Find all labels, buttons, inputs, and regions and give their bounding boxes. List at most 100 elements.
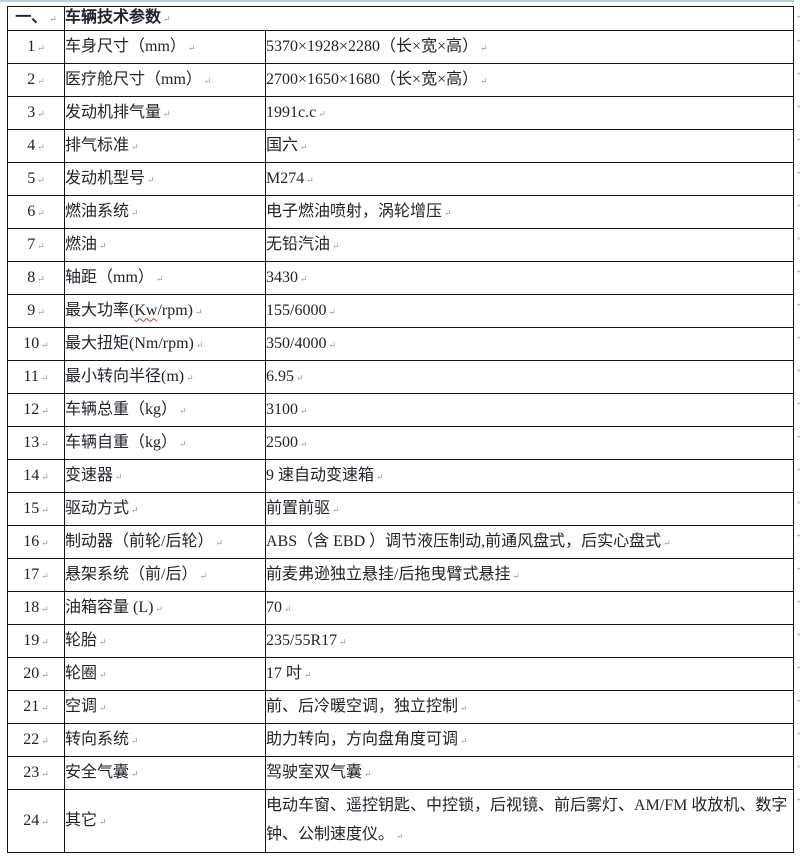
paragraph-mark: ↵ bbox=[179, 405, 187, 416]
param-value-cell: 70 ↵ bbox=[265, 591, 794, 625]
param-value-cell: 17 吋 ↵ bbox=[265, 657, 794, 691]
header-title-cell: 车辆技术参数 ↵ bbox=[64, 6, 794, 31]
table-row: 24 ↵ 其它 ↵ 电动车窗、遥控钥匙、中控锁，后视镜、前后雾灯、AM/FM 收放机、数… bbox=[7, 789, 794, 853]
param-name-cell: 制动器（前轮/后轮） ↵ bbox=[64, 525, 266, 559]
paragraph-mark: ↵ bbox=[155, 273, 164, 284]
param-value-text: ABS（含 EBD ）调节液压制动,前通风盘式，后实心盘式 bbox=[266, 532, 662, 550]
row-number-cell: 14 ↵ bbox=[7, 459, 65, 493]
row-number-text: 1 bbox=[27, 37, 36, 55]
row-end-mark: ↵ bbox=[796, 266, 800, 276]
table-row: 19 ↵ 轮胎 ↵ 235/55R17 ↵ bbox=[7, 624, 794, 658]
row-number-cell: 23 ↵ bbox=[7, 756, 65, 790]
param-value-cell: 350/4000 ↵ bbox=[265, 327, 794, 361]
paragraph-mark: ↵ bbox=[41, 702, 49, 713]
paragraph-mark: ↵ bbox=[37, 207, 45, 218]
param-name-cell: 驱动方式 ↵ bbox=[64, 492, 266, 526]
paragraph-mark: ↵ bbox=[49, 14, 57, 24]
table-title: 车辆技术参数 bbox=[65, 9, 162, 26]
param-name-text: 轮胎 bbox=[65, 631, 98, 649]
param-name-cell: 最小转向半径(m) ↵ bbox=[64, 360, 266, 394]
paragraph-mark: ↵ bbox=[37, 306, 45, 317]
param-name-text: 医疗舱尺寸（mm） bbox=[65, 70, 202, 88]
param-value-cell: 无铅汽油 ↵ bbox=[265, 228, 794, 262]
row-number-cell: 22 ↵ bbox=[7, 723, 65, 757]
param-name-text: 车辆自重（kg） bbox=[65, 433, 178, 451]
table-row: 1 ↵ 车身尺寸（mm） ↵ 5370×1928×2280（长×宽×高） ↵ bbox=[7, 30, 794, 64]
paragraph-mark: ↵ bbox=[304, 669, 312, 680]
param-name-text: 最大功率( bbox=[65, 301, 135, 319]
paragraph-mark: ↵ bbox=[300, 438, 308, 449]
param-name-text: 燃油系统 bbox=[65, 202, 130, 220]
param-value-text: 前置前驱 bbox=[266, 499, 331, 517]
table-row: 18 ↵ 油箱容量 (L) ↵ 70 ↵ bbox=[7, 591, 794, 625]
param-name-cell: 其它 ↵ bbox=[64, 789, 266, 853]
table-row: 13 ↵ 车辆自重（kg） ↵ 2500 ↵ bbox=[7, 426, 794, 460]
row-number-text: 20 bbox=[23, 664, 40, 682]
paragraph-mark: ↵ bbox=[163, 108, 171, 119]
row-number-text: 3 bbox=[27, 103, 36, 121]
row-end-mark: ↵ bbox=[796, 68, 800, 78]
paragraph-mark: ↵ bbox=[131, 504, 139, 515]
row-end-mark: ↵ bbox=[796, 530, 800, 540]
row-number-cell: 7 ↵ bbox=[7, 228, 65, 262]
param-value-cell: ABS（含 EBD ）调节液压制动,前通风盘式，后实心盘式 ↵ bbox=[265, 525, 794, 559]
param-name-text: 制动器（前轮/后轮） bbox=[65, 532, 214, 550]
row-number-text: 19 bbox=[23, 631, 40, 649]
row-end-mark: ↵ bbox=[796, 662, 800, 672]
table-row: 6 ↵ 燃油系统 ↵ 电子燃油喷射，涡轮增压 ↵ bbox=[7, 195, 794, 229]
row-number-cell: 19 ↵ bbox=[7, 624, 65, 658]
param-value-cell: 5370×1928×2280（长×宽×高） ↵ bbox=[265, 30, 794, 64]
paragraph-mark: ↵ bbox=[40, 372, 49, 383]
row-number-text: 9 bbox=[27, 301, 36, 319]
paragraph-mark: ↵ bbox=[460, 702, 468, 713]
table-row: 11 ↵ 最小转向半径(m) ↵ 6.95 ↵ bbox=[7, 360, 794, 394]
paragraph-mark: ↵ bbox=[41, 438, 49, 449]
misspelling-underline: Kw bbox=[134, 301, 158, 319]
row-end-mark: ↵ bbox=[796, 794, 800, 804]
paragraph-mark: ↵ bbox=[131, 141, 139, 152]
paragraph-mark: ↵ bbox=[480, 75, 488, 86]
table-row: 4 ↵ 排气标准 ↵ 国六 ↵ bbox=[7, 129, 794, 163]
row-number-cell: 3 ↵ bbox=[7, 96, 65, 130]
param-value-text: 无铅汽油 bbox=[266, 235, 331, 253]
paragraph-mark: ↵ bbox=[306, 174, 314, 185]
table-row: 10 ↵ 最大扭矩(Nm/rpm) ↵ 350/4000 ↵ bbox=[7, 327, 794, 361]
paragraph-mark: ↵ bbox=[195, 339, 204, 350]
paragraph-mark: ↵ bbox=[131, 207, 139, 218]
param-value-text: 6.95 bbox=[266, 367, 295, 385]
table-row: 3 ↵ 发动机排气量 ↵ 1991c.c ↵ bbox=[7, 96, 794, 130]
table-row: 5 ↵ 发动机型号 ↵ M274 ↵ bbox=[7, 162, 794, 196]
param-value-text: 5370×1928×2280（长×宽×高） bbox=[266, 37, 479, 55]
param-value-text: 助力转向，方向盘角度可调 bbox=[266, 730, 459, 748]
row-number-cell: 9 ↵ bbox=[7, 294, 65, 328]
param-name-cell: 变速器 ↵ bbox=[64, 459, 266, 493]
param-value-text: 2500 bbox=[266, 433, 299, 451]
paragraph-mark: ↵ bbox=[41, 570, 49, 581]
paragraph-mark: ↵ bbox=[131, 768, 139, 779]
row-end-mark: ↵ bbox=[796, 431, 800, 441]
param-name-text: 发动机型号 bbox=[65, 169, 146, 187]
table-row: 14 ↵ 变速器 ↵ 9 速自动变速箱 ↵ bbox=[7, 459, 794, 493]
paragraph-mark: ↵ bbox=[37, 108, 45, 119]
paragraph-mark: ↵ bbox=[480, 42, 488, 53]
param-value-text: 3100 bbox=[266, 400, 299, 418]
row-number-cell: 15 ↵ bbox=[7, 492, 65, 526]
paragraph-mark: ↵ bbox=[203, 75, 212, 86]
table-row: 8 ↵ 轴距（mm） ↵ 3430 ↵ bbox=[7, 261, 794, 295]
paragraph-mark: ↵ bbox=[328, 306, 336, 317]
param-name-cell: 发动机排气量 ↵ bbox=[64, 96, 266, 130]
param-name-text: 其它 bbox=[65, 811, 98, 829]
row-number-cell: 18 ↵ bbox=[7, 591, 65, 625]
row-number-cell: 16 ↵ bbox=[7, 525, 65, 559]
vehicle-spec-table: 一、 ↵ 车辆技术参数 ↵ 1 ↵ 车身尺寸（mm） ↵ 5370×1928×2280（长×… bbox=[7, 6, 794, 853]
paragraph-mark: ↵ bbox=[318, 108, 326, 119]
param-value-text: 17 吋 bbox=[266, 664, 303, 682]
param-value-cell: 2500 ↵ bbox=[265, 426, 794, 460]
param-name-cell: 空调 ↵ bbox=[64, 690, 266, 724]
param-name-text: 最小转向半径(m) bbox=[65, 367, 185, 385]
row-end-mark: ↵ bbox=[796, 233, 800, 243]
row-number-text: 5 bbox=[27, 169, 36, 187]
paragraph-mark: ↵ bbox=[296, 372, 304, 383]
row-number-text: 16 bbox=[23, 532, 40, 550]
row-number-text: 2 bbox=[27, 70, 36, 88]
